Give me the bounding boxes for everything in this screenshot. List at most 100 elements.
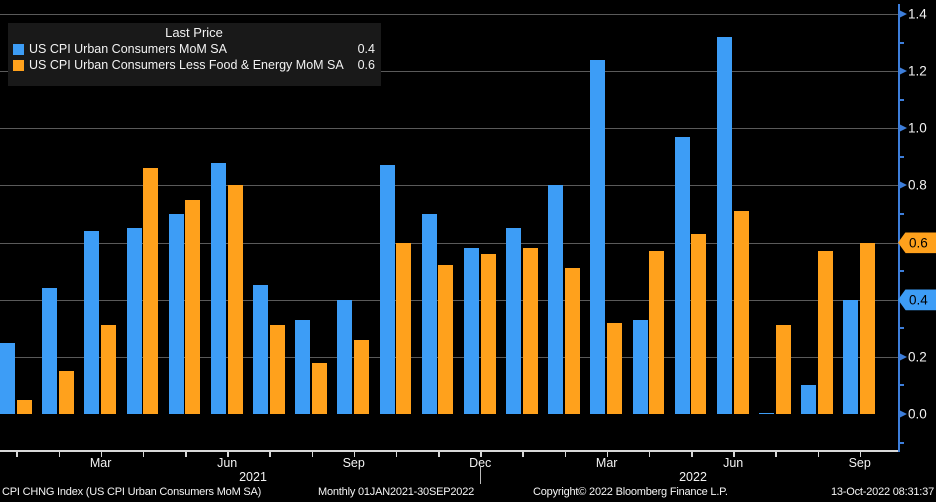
- bar-headline-sep-2022: [843, 299, 859, 414]
- legend-title: Last Price: [165, 25, 223, 40]
- x-axis-year-2022: 2022: [679, 470, 707, 484]
- bar-headline-nov-2021: [421, 214, 437, 414]
- x-tick-may-2021: [185, 451, 187, 457]
- bar-core-sep-2021: [354, 339, 369, 414]
- y-minor-tick: [899, 327, 904, 330]
- y-axis-label-1.4: 1.4: [908, 6, 927, 22]
- legend-row-headline-cpi[interactable]: US CPI Urban Consumers MoM SA 0.4: [13, 41, 375, 57]
- chart-legend: Last Price US CPI Urban Consumers MoM SA…: [8, 23, 381, 86]
- legend-series-last-price: 0.6: [357, 58, 375, 72]
- bar-headline-apr-2022: [632, 319, 648, 414]
- bar-core-may-2022: [691, 234, 707, 414]
- bar-core-may-2021: [185, 199, 201, 414]
- x-tick-feb-2022: [564, 451, 566, 457]
- x-axis-label-mar-14: Mar: [595, 456, 618, 470]
- bar-core-nov-2021: [438, 265, 454, 414]
- x-tick-nov-2021: [438, 451, 440, 457]
- year-divider-line: [480, 466, 481, 484]
- bar-headline-may-2021: [168, 214, 184, 414]
- gridline-0.6: [0, 242, 899, 244]
- y-minor-tick: [899, 441, 904, 444]
- gridline-0.8: [0, 185, 899, 187]
- bar-headline-mar-2022: [590, 59, 606, 414]
- x-tick-mar-2022: [606, 451, 609, 457]
- x-axis-label-sep-20: Sep: [848, 456, 871, 470]
- last-price-badge-0.6: 0.6: [898, 232, 936, 254]
- x-tick-jul-2022: [775, 451, 777, 457]
- y-tick-arrow-1.2: [899, 67, 907, 76]
- bar-core-jun-2021: [227, 185, 243, 414]
- y-minor-tick: [899, 98, 904, 101]
- bar-headline-apr-2021: [126, 228, 142, 414]
- y-tick-arrow-1.0: [899, 124, 907, 133]
- x-tick-aug-2022: [817, 451, 819, 457]
- x-axis-label-jun-17: Jun: [723, 456, 744, 470]
- bar-headline-jun-2021: [210, 162, 226, 414]
- x-tick-may-2022: [691, 451, 693, 457]
- footer-periodicity: Monthly 01JAN2021-30SEP2022: [318, 486, 475, 498]
- bar-core-feb-2022: [564, 268, 580, 414]
- blue-series-swatch-icon: [13, 43, 24, 55]
- bar-core-jan-2022: [522, 248, 538, 414]
- x-axis-label-mar-2: Mar: [89, 456, 112, 470]
- x-tick-sep-2021: [353, 451, 356, 457]
- bar-core-jan-2021: [16, 399, 32, 414]
- y-minor-tick: [899, 270, 904, 273]
- x-tick-jan-2021: [16, 451, 18, 457]
- y-axis-line: [898, 4, 900, 452]
- last-price-badge-0.4: 0.4: [898, 289, 936, 311]
- bar-headline-oct-2021: [379, 165, 395, 414]
- bar-core-feb-2021: [58, 371, 74, 414]
- legend-rows: US CPI Urban Consumers MoM SA 0.4 US CPI U…: [13, 41, 375, 73]
- bar-core-mar-2022: [607, 322, 622, 414]
- gridline-1.4: [0, 14, 899, 15]
- y-axis-label-1.0: 1.0: [908, 120, 927, 136]
- bar-headline-sep-2021: [337, 299, 353, 414]
- orange-series-swatch-icon: [13, 59, 24, 71]
- bar-headline-jan-2021: [0, 342, 15, 414]
- gridline-1.2: [0, 71, 899, 73]
- y-tick-arrow-0.2: [899, 352, 907, 361]
- legend-series-name: US CPI Urban Consumers MoM SA: [29, 42, 227, 56]
- bar-headline-jan-2022: [506, 228, 521, 414]
- y-axis-label-0.0: 0.0: [908, 406, 927, 422]
- y-axis-label-0.2: 0.2: [908, 349, 927, 365]
- chart-plot-area[interactable]: [0, 0, 899, 452]
- bar-core-sep-2022: [860, 242, 875, 414]
- y-minor-tick: [899, 384, 904, 387]
- x-axis-label-dec-11: Dec: [469, 456, 492, 470]
- bar-core-jul-2022: [775, 325, 791, 414]
- y-tick-arrow-0.0: [899, 410, 907, 418]
- y-minor-tick: [899, 213, 904, 215]
- x-tick-mar-2021: [100, 451, 103, 457]
- bar-core-aug-2021: [311, 362, 327, 414]
- y-tick-arrow-0.8: [899, 181, 907, 190]
- legend-row-core-cpi[interactable]: US CPI Urban Consumers Less Food & Energ…: [13, 57, 375, 73]
- bar-core-jul-2021: [269, 325, 285, 414]
- y-axis-label-1.2: 1.2: [908, 63, 927, 79]
- bar-headline-jul-2022: [759, 412, 775, 414]
- x-axis-label-jun-5: Jun: [217, 456, 238, 470]
- x-tick-jan-2022: [522, 451, 524, 457]
- footer-timestamp: 13-Oct-2022 08:31:37: [830, 486, 934, 498]
- y-minor-tick: [899, 155, 904, 158]
- bar-headline-may-2022: [674, 136, 690, 414]
- x-tick-jul-2021: [269, 451, 271, 457]
- gridline-1.0: [0, 128, 899, 130]
- x-tick-apr-2022: [648, 451, 651, 457]
- x-tick-oct-2021: [395, 451, 398, 457]
- footer-security-title: CPI CHNG Index (US CPI Urban Consumers M…: [2, 486, 262, 498]
- x-axis-label-sep-8: Sep: [342, 456, 365, 470]
- footer-copyright: Copyright© 2022 Bloomberg Finance L.P.: [533, 486, 728, 498]
- y-tick-arrow-1.4: [899, 10, 907, 18]
- legend-series-name: US CPI Urban Consumers Less Food & Energ…: [29, 58, 344, 72]
- bar-headline-jul-2021: [253, 285, 268, 414]
- x-tick-aug-2021: [311, 451, 313, 457]
- bar-headline-aug-2021: [295, 319, 311, 414]
- x-tick-feb-2021: [58, 451, 60, 457]
- x-tick-jun-2021: [227, 451, 229, 457]
- bar-headline-feb-2021: [42, 288, 58, 414]
- bar-headline-mar-2021: [84, 231, 100, 414]
- bar-core-apr-2021: [143, 168, 159, 414]
